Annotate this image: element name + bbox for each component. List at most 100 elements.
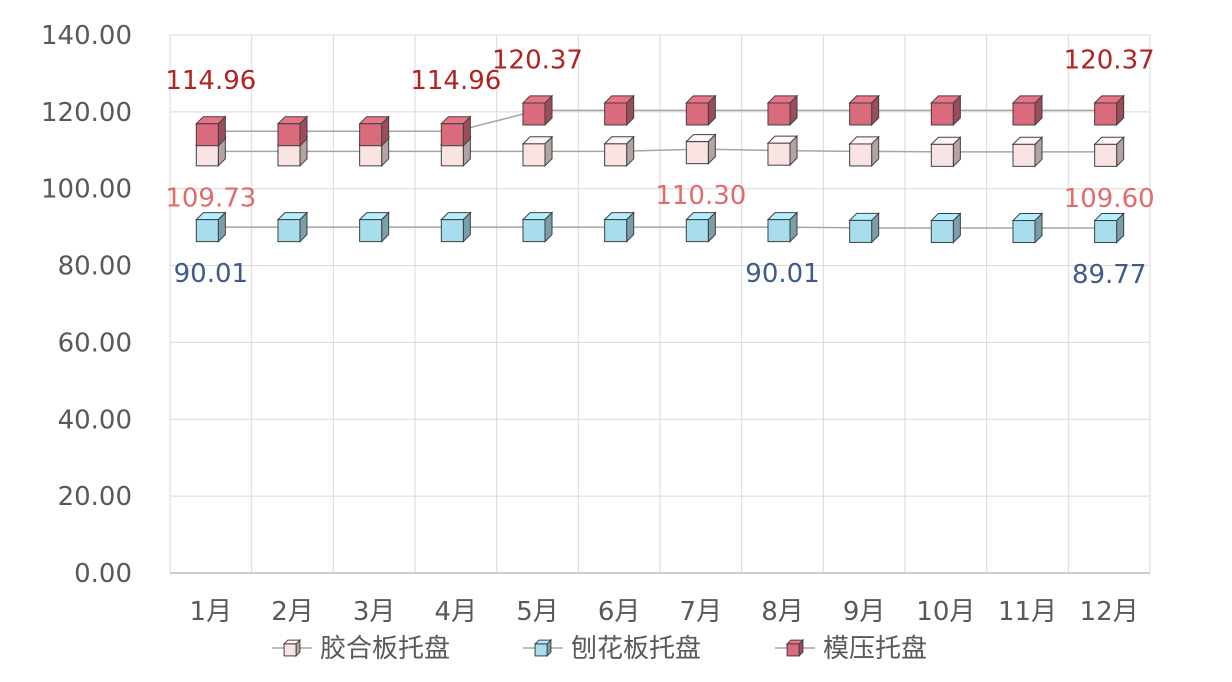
marker-front-face bbox=[1012, 102, 1036, 126]
data-point-marker bbox=[1011, 212, 1044, 244]
marker-front-face bbox=[1012, 143, 1036, 167]
y-tick-label: 100.00 bbox=[41, 175, 132, 205]
data-point-marker bbox=[685, 211, 717, 243]
marker-front-face bbox=[359, 123, 383, 147]
data-point-marker bbox=[521, 211, 554, 243]
legend-item: 刨花板托盘 bbox=[523, 634, 701, 664]
data-point-marker bbox=[1011, 136, 1044, 168]
marker-front-face bbox=[522, 219, 546, 243]
marker-front-face bbox=[685, 219, 709, 243]
marker-front-face bbox=[283, 643, 297, 657]
y-tick-label: 40.00 bbox=[58, 405, 132, 435]
marker-front-face bbox=[786, 643, 800, 657]
x-tick-label: 8月 bbox=[761, 597, 804, 627]
legend-item: 模压托盘 bbox=[775, 634, 927, 664]
marker-front-face bbox=[534, 643, 548, 657]
data-point-marker bbox=[930, 136, 962, 168]
data-point-marker bbox=[603, 211, 635, 243]
marker-front-face bbox=[930, 220, 954, 244]
marker-front-face bbox=[1094, 220, 1118, 244]
marker-front-face bbox=[1012, 220, 1036, 244]
x-tick-label: 10月 bbox=[916, 597, 975, 627]
marker-front-face bbox=[604, 219, 628, 243]
data-point-marker bbox=[276, 115, 309, 147]
marker-front-face bbox=[767, 219, 791, 243]
marker-front-face bbox=[440, 143, 464, 167]
data-point-marker bbox=[848, 135, 880, 168]
data-point-marker bbox=[930, 212, 962, 244]
marker-front-face bbox=[522, 102, 546, 126]
data-label: 120.37 bbox=[1064, 45, 1155, 75]
data-label: 114.96 bbox=[410, 66, 501, 96]
x-tick-label: 1月 bbox=[190, 597, 233, 627]
x-tick-label: 11月 bbox=[998, 597, 1057, 627]
data-label: 110.30 bbox=[655, 181, 746, 211]
data-point-marker bbox=[685, 94, 717, 127]
marker-front-face bbox=[604, 102, 628, 126]
marker-front-face bbox=[195, 143, 219, 167]
data-label: 120.37 bbox=[492, 45, 583, 75]
legend-marker bbox=[282, 638, 302, 658]
y-tick-label: 20.00 bbox=[58, 482, 132, 512]
x-tick-label: 3月 bbox=[353, 597, 396, 627]
legend: 胶合板托盘 刨花板托盘 模压托盘 bbox=[272, 634, 927, 664]
marker-front-face bbox=[359, 219, 383, 243]
data-point-marker bbox=[1093, 94, 1125, 127]
x-tick-label: 5月 bbox=[516, 597, 559, 627]
data-point-marker bbox=[521, 94, 554, 127]
data-point-marker bbox=[930, 94, 962, 127]
data-label: 89.77 bbox=[1072, 260, 1146, 290]
marker-front-face bbox=[604, 143, 628, 167]
marker-front-face bbox=[1094, 102, 1118, 126]
data-point-marker bbox=[276, 211, 309, 243]
y-tick-label: 0.00 bbox=[74, 559, 132, 589]
legend-label: 胶合板托盘 bbox=[320, 634, 450, 664]
grid-layer bbox=[169, 34, 1151, 574]
data-point-marker bbox=[440, 211, 472, 243]
data-point-marker bbox=[603, 94, 635, 127]
legend-label: 刨花板托盘 bbox=[571, 634, 701, 664]
marker-front-face bbox=[277, 123, 301, 147]
data-label: 109.73 bbox=[165, 183, 256, 213]
marker-front-face bbox=[930, 143, 954, 167]
marker-front-face bbox=[195, 123, 219, 147]
data-point-marker bbox=[766, 134, 799, 167]
y-tick-label: 120.00 bbox=[41, 98, 132, 128]
data-point-marker bbox=[1093, 136, 1125, 168]
marker-front-face bbox=[685, 141, 709, 165]
legend-label: 模压托盘 bbox=[823, 634, 927, 664]
data-point-marker bbox=[195, 115, 227, 147]
marker-front-face bbox=[522, 143, 546, 167]
marker-front-face bbox=[685, 102, 709, 126]
marker-front-face bbox=[1094, 143, 1118, 167]
legend-marker bbox=[533, 638, 553, 658]
marker-front-face bbox=[440, 123, 464, 147]
y-tick-label: 60.00 bbox=[58, 328, 132, 358]
data-label: 114.96 bbox=[165, 66, 256, 96]
series-markers bbox=[195, 94, 1125, 244]
data-point-marker bbox=[1093, 212, 1125, 244]
x-tick-label: 6月 bbox=[598, 597, 641, 627]
data-point-marker bbox=[848, 212, 880, 244]
marker-front-face bbox=[440, 219, 464, 243]
x-tick-label: 4月 bbox=[435, 597, 478, 627]
x-tick-label: 2月 bbox=[271, 597, 314, 627]
marker-front-face bbox=[767, 142, 791, 166]
y-tick-label: 140.00 bbox=[41, 21, 132, 51]
axis-layer: 0.00 20.00 40.00 60.00 80.00 100.00 120.00 140.… bbox=[41, 21, 1150, 627]
data-point-marker bbox=[358, 211, 390, 243]
data-point-marker bbox=[440, 115, 472, 147]
marker-front-face bbox=[767, 102, 791, 126]
x-tick-label: 9月 bbox=[843, 597, 886, 627]
legend-item: 胶合板托盘 bbox=[272, 634, 450, 664]
marker-front-face bbox=[359, 143, 383, 167]
data-point-marker bbox=[195, 211, 227, 243]
y-tick-label: 80.00 bbox=[58, 252, 132, 282]
legend-marker bbox=[785, 638, 805, 658]
x-tick-label: 7月 bbox=[680, 597, 723, 627]
data-point-marker bbox=[685, 133, 717, 165]
data-point-marker bbox=[603, 135, 635, 168]
